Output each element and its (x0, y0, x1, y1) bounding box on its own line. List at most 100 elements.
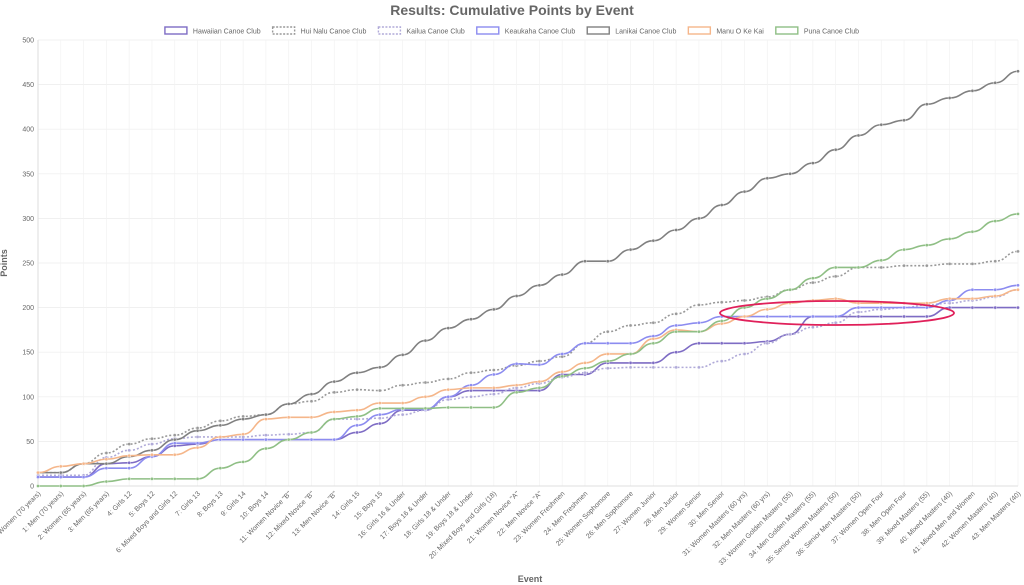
data-point (993, 294, 998, 298)
data-point (1016, 249, 1020, 254)
data-point (286, 415, 291, 420)
data-point (970, 287, 975, 292)
series-group (36, 249, 1020, 475)
y-tick-label: 100 (22, 394, 34, 401)
data-point (195, 428, 200, 433)
data-point (970, 305, 975, 310)
data-point (150, 448, 154, 453)
data-point (925, 243, 929, 247)
legend-label: Hui Nalu Canoe Club (301, 29, 367, 36)
data-point (514, 390, 519, 395)
data-point (104, 479, 109, 484)
data-point (628, 352, 633, 356)
data-point (127, 461, 131, 465)
grid (37, 39, 1019, 487)
data-point (993, 287, 998, 292)
data-point (1016, 287, 1020, 292)
data-point (104, 466, 109, 470)
data-point (218, 435, 223, 439)
legend-swatch (775, 26, 799, 35)
data-point (58, 484, 63, 488)
data-point (879, 265, 884, 270)
data-point (172, 437, 177, 442)
data-point (423, 394, 428, 399)
data-point (127, 453, 131, 458)
data-point (241, 460, 245, 464)
data-point (1016, 212, 1020, 216)
legend-item[interactable]: Puna Canoe Club (775, 26, 859, 36)
data-point (628, 247, 633, 252)
data-point (537, 379, 542, 384)
data-point (560, 370, 564, 374)
data-point (172, 441, 177, 445)
data-point (674, 323, 678, 328)
data-point (104, 451, 109, 455)
data-point (833, 265, 838, 270)
data-point (537, 283, 542, 288)
data-point (423, 406, 428, 411)
data-point (537, 362, 542, 367)
data-point (651, 238, 656, 243)
data-point (947, 96, 952, 100)
data-point (378, 412, 382, 417)
data-point (605, 359, 610, 363)
data-point (378, 401, 382, 405)
data-point (150, 436, 154, 441)
data-point (833, 314, 838, 319)
x-tick-label: 1: Men (70 years) (21, 490, 65, 534)
data-point (628, 361, 633, 365)
data-point (925, 314, 929, 319)
data-point (583, 361, 587, 365)
data-point (560, 374, 564, 379)
data-point (332, 410, 337, 414)
y-tick-label: 200 (22, 305, 34, 312)
data-point (902, 305, 906, 310)
data-point (765, 176, 770, 181)
data-point (833, 274, 838, 279)
data-point (833, 320, 838, 325)
data-point (514, 383, 519, 388)
data-point (651, 365, 656, 370)
data-point (879, 305, 884, 310)
data-point (309, 437, 314, 442)
data-point (947, 262, 952, 266)
legend-item[interactable]: Hui Nalu Canoe Club (271, 26, 367, 36)
legend-item[interactable]: Lanikai Canoe Club (586, 26, 676, 36)
data-point (514, 361, 519, 366)
data-point (58, 464, 63, 469)
data-point (970, 229, 975, 234)
data-point (1016, 283, 1020, 288)
legend-item[interactable]: Kailua Canoe Club (377, 26, 465, 36)
data-point (378, 416, 382, 421)
data-point (674, 329, 678, 334)
x-tick-label: 24: Men Freshmen (543, 490, 590, 537)
legend-item[interactable]: Manu O Ke Kai (687, 26, 764, 36)
data-point (104, 457, 109, 462)
data-point (993, 219, 998, 223)
data-point (811, 280, 815, 285)
data-point (560, 272, 564, 277)
data-point (856, 314, 861, 319)
legend-item[interactable]: Hawaiian Canoe Club (164, 26, 261, 36)
y-tick-label: 450 (22, 82, 34, 89)
data-point (993, 259, 998, 264)
y-axis-title: Points (0, 249, 9, 277)
data-point (127, 448, 131, 453)
data-point (1016, 69, 1020, 74)
series-line (38, 250, 1019, 474)
series-line (37, 288, 1019, 477)
data-point (719, 300, 724, 305)
data-point (378, 388, 382, 393)
series-line (38, 70, 1019, 474)
y-tick-label: 500 (22, 38, 34, 45)
legend-item[interactable]: Keaukaha Canoe Club (476, 26, 576, 36)
y-tick-label: 150 (22, 350, 34, 357)
data-point (286, 437, 291, 442)
data-point (446, 405, 451, 410)
data-point (355, 408, 359, 412)
annotation-layer (719, 300, 955, 326)
data-point (195, 435, 200, 439)
data-point (492, 386, 496, 390)
data-point (492, 368, 496, 372)
